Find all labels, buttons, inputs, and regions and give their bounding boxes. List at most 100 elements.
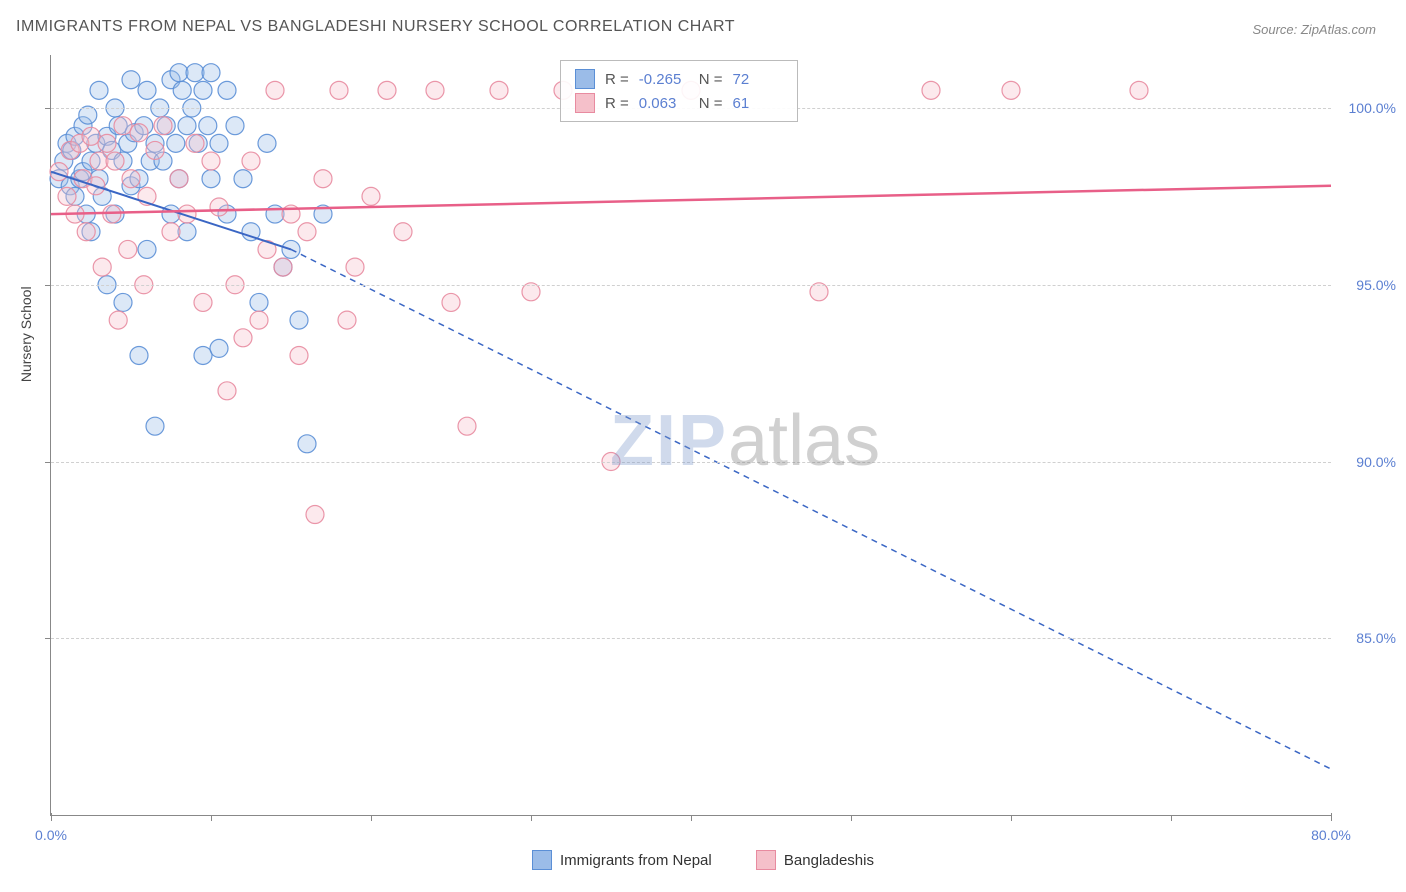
data-point-bangladeshi bbox=[146, 141, 164, 159]
data-point-nepal bbox=[210, 339, 228, 357]
data-point-bangladeshi bbox=[346, 258, 364, 276]
data-point-bangladeshi bbox=[362, 187, 380, 205]
r-label: R = bbox=[605, 71, 629, 88]
data-point-bangladeshi bbox=[442, 293, 460, 311]
data-point-bangladeshi bbox=[426, 81, 444, 99]
data-point-bangladeshi bbox=[234, 329, 252, 347]
data-point-nepal bbox=[178, 117, 196, 135]
y-tick-label: 100.0% bbox=[1341, 100, 1396, 116]
data-point-bangladeshi bbox=[106, 152, 124, 170]
data-point-bangladeshi bbox=[394, 223, 412, 241]
data-point-nepal bbox=[146, 417, 164, 435]
swatch-nepal bbox=[532, 850, 552, 870]
data-point-bangladeshi bbox=[1002, 81, 1020, 99]
data-point-nepal bbox=[138, 240, 156, 258]
series-legend: Immigrants from Nepal Bangladeshis bbox=[0, 850, 1406, 874]
data-point-bangladeshi bbox=[242, 152, 260, 170]
data-point-nepal bbox=[170, 64, 188, 82]
data-point-bangladeshi bbox=[162, 223, 180, 241]
data-point-nepal bbox=[186, 64, 204, 82]
data-point-nepal bbox=[210, 134, 228, 152]
data-point-bangladeshi bbox=[922, 81, 940, 99]
data-point-nepal bbox=[130, 346, 148, 364]
data-point-nepal bbox=[234, 170, 252, 188]
data-point-bangladeshi bbox=[266, 81, 284, 99]
swatch-nepal bbox=[575, 69, 595, 89]
data-point-bangladeshi bbox=[330, 81, 348, 99]
data-point-bangladeshi bbox=[218, 382, 236, 400]
r-label: R = bbox=[605, 95, 629, 112]
data-point-bangladeshi bbox=[1130, 81, 1148, 99]
swatch-bangladeshi bbox=[756, 850, 776, 870]
data-point-bangladeshi bbox=[122, 170, 140, 188]
data-point-bangladeshi bbox=[154, 117, 172, 135]
n-value-bangladeshi: 61 bbox=[733, 95, 783, 112]
data-point-bangladeshi bbox=[250, 311, 268, 329]
data-point-bangladeshi bbox=[290, 346, 308, 364]
chart-canvas bbox=[51, 55, 1331, 815]
data-point-bangladeshi bbox=[58, 187, 76, 205]
data-point-bangladeshi bbox=[114, 117, 132, 135]
data-point-bangladeshi bbox=[93, 258, 111, 276]
data-point-nepal bbox=[290, 311, 308, 329]
data-point-nepal bbox=[226, 117, 244, 135]
data-point-bangladeshi bbox=[130, 124, 148, 142]
data-point-bangladeshi bbox=[119, 240, 137, 258]
data-point-bangladeshi bbox=[186, 134, 204, 152]
y-tick-label: 90.0% bbox=[1341, 454, 1396, 470]
data-point-nepal bbox=[298, 435, 316, 453]
n-label: N = bbox=[699, 95, 723, 112]
data-point-bangladeshi bbox=[210, 198, 228, 216]
data-point-bangladeshi bbox=[170, 170, 188, 188]
n-value-nepal: 72 bbox=[733, 71, 783, 88]
legend-label-bangladeshi: Bangladeshis bbox=[784, 852, 874, 869]
data-point-bangladeshi bbox=[109, 311, 127, 329]
data-point-nepal bbox=[122, 71, 140, 89]
data-point-nepal bbox=[258, 134, 276, 152]
data-point-bangladeshi bbox=[378, 81, 396, 99]
data-point-bangladeshi bbox=[90, 152, 108, 170]
y-tick-label: 95.0% bbox=[1341, 277, 1396, 293]
source-attribution: Source: ZipAtlas.com bbox=[1252, 22, 1376, 37]
data-point-nepal bbox=[199, 117, 217, 135]
data-point-nepal bbox=[138, 81, 156, 99]
r-value-bangladeshi: 0.063 bbox=[639, 95, 689, 112]
legend-label-nepal: Immigrants from Nepal bbox=[560, 852, 712, 869]
swatch-bangladeshi bbox=[575, 93, 595, 113]
data-point-bangladeshi bbox=[98, 134, 116, 152]
chart-title: IMMIGRANTS FROM NEPAL VS BANGLADESHI NUR… bbox=[16, 18, 735, 36]
data-point-nepal bbox=[202, 170, 220, 188]
trend-line-dashed-nepal bbox=[291, 249, 1331, 769]
data-point-nepal bbox=[202, 64, 220, 82]
data-point-bangladeshi bbox=[77, 223, 95, 241]
legend-item-bangladeshi: Bangladeshis bbox=[756, 850, 874, 870]
data-point-nepal bbox=[250, 293, 268, 311]
y-tick-label: 85.0% bbox=[1341, 630, 1396, 646]
data-point-nepal bbox=[218, 81, 236, 99]
data-point-bangladeshi bbox=[202, 152, 220, 170]
data-point-nepal bbox=[178, 223, 196, 241]
data-point-bangladeshi bbox=[194, 293, 212, 311]
y-axis-label: Nursery School bbox=[18, 286, 34, 382]
stats-row-bangladeshi: R = 0.063 N = 61 bbox=[575, 91, 783, 115]
data-point-bangladeshi bbox=[274, 258, 292, 276]
r-value-nepal: -0.265 bbox=[639, 71, 689, 88]
stats-legend: R = -0.265 N = 72 R = 0.063 N = 61 bbox=[560, 60, 798, 122]
data-point-nepal bbox=[194, 81, 212, 99]
data-point-bangladeshi bbox=[458, 417, 476, 435]
data-point-nepal bbox=[114, 293, 132, 311]
plot-area: 85.0%90.0%95.0%100.0%0.0%80.0% bbox=[50, 55, 1331, 816]
data-point-bangladeshi bbox=[298, 223, 316, 241]
stats-row-nepal: R = -0.265 N = 72 bbox=[575, 67, 783, 91]
data-point-bangladeshi bbox=[338, 311, 356, 329]
data-point-nepal bbox=[194, 346, 212, 364]
data-point-bangladeshi bbox=[82, 127, 100, 145]
data-point-bangladeshi bbox=[490, 81, 508, 99]
n-label: N = bbox=[699, 71, 723, 88]
data-point-nepal bbox=[173, 81, 191, 99]
x-tick-label: 0.0% bbox=[35, 827, 67, 843]
data-point-nepal bbox=[90, 81, 108, 99]
legend-item-nepal: Immigrants from Nepal bbox=[532, 850, 712, 870]
data-point-bangladeshi bbox=[314, 170, 332, 188]
trend-line-bangladeshi bbox=[51, 186, 1331, 214]
